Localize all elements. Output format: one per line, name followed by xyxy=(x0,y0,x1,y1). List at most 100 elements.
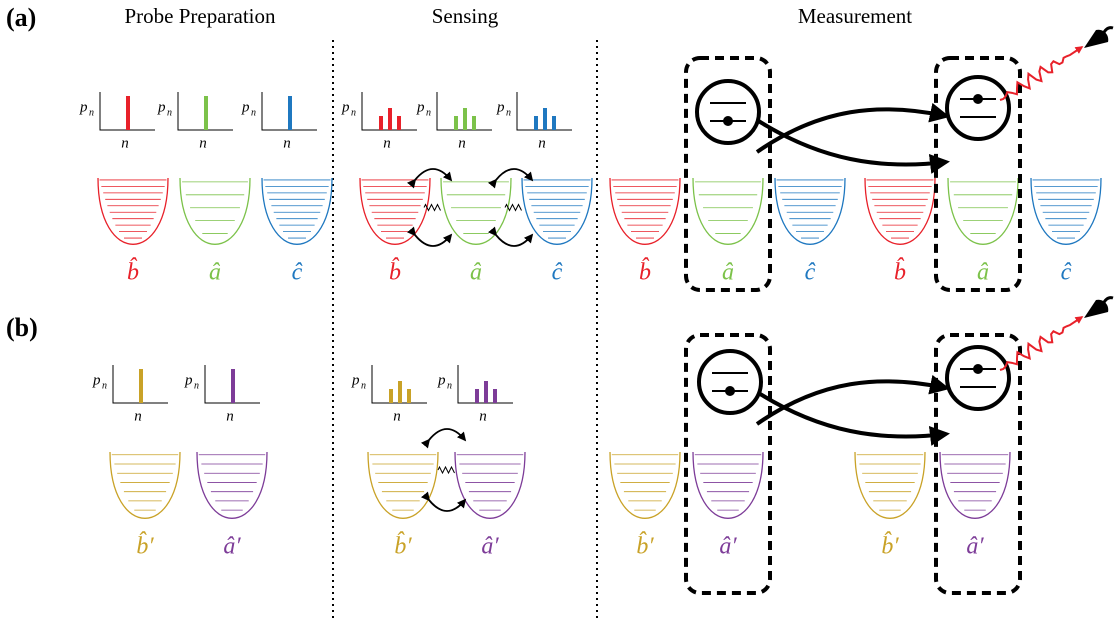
hist-y-sub: n xyxy=(361,380,366,391)
exchange-arrow xyxy=(496,235,532,246)
hist-y-label: p xyxy=(351,372,360,388)
mode-label: â′ xyxy=(481,534,499,560)
mode-label: ĉ xyxy=(292,260,303,286)
hist-y-label: p xyxy=(341,99,350,115)
mode-label: ĉ xyxy=(1061,260,1072,286)
hist-x-label: n xyxy=(479,408,487,424)
hist-x-label: n xyxy=(538,135,546,151)
hist-x-label: n xyxy=(283,135,291,151)
qubit-state xyxy=(725,386,735,396)
hist-y-sub: n xyxy=(251,107,256,118)
mode-label: ĉ xyxy=(805,260,816,286)
hist-bar xyxy=(407,389,411,403)
mode-label: â′ xyxy=(966,534,984,560)
hist-bar xyxy=(388,108,392,130)
header: Sensing xyxy=(432,4,499,28)
qubit xyxy=(947,347,1009,409)
well xyxy=(610,178,680,244)
swap-arrow xyxy=(757,120,946,165)
hist-bar xyxy=(484,381,488,403)
mode-label: b̂′ xyxy=(136,532,154,560)
hist-y-label: p xyxy=(241,99,250,115)
well xyxy=(368,452,438,518)
mode-label: â′ xyxy=(719,534,737,560)
well xyxy=(197,452,267,518)
hist-y-label: p xyxy=(79,99,88,115)
panel-label: (b) xyxy=(6,313,38,342)
qubit xyxy=(699,351,761,413)
hist-bar xyxy=(552,116,556,130)
hist-x-label: n xyxy=(458,135,466,151)
well xyxy=(441,178,511,244)
detector-cord xyxy=(1103,298,1113,304)
well xyxy=(610,452,680,518)
exchange-arrow xyxy=(415,235,451,246)
exchange-arrow xyxy=(429,500,465,511)
hist-bar xyxy=(475,389,479,403)
hist-bar xyxy=(204,96,208,130)
qubit xyxy=(697,81,759,143)
exchange-arrow xyxy=(429,429,465,440)
mode-label: ĉ xyxy=(552,260,563,286)
header: Measurement xyxy=(798,4,912,28)
hist-bar xyxy=(534,116,538,130)
hist-y-label: p xyxy=(92,372,101,388)
hist-bar xyxy=(379,116,383,130)
hist-y-label: p xyxy=(157,99,166,115)
well xyxy=(940,452,1010,518)
well xyxy=(855,452,925,518)
well xyxy=(455,452,525,518)
hist-y-sub: n xyxy=(167,107,172,118)
well xyxy=(110,452,180,518)
panel-label: (a) xyxy=(6,3,36,32)
hist-bar xyxy=(139,369,143,403)
hist-y-sub: n xyxy=(194,380,199,391)
well xyxy=(180,178,250,244)
hist-bar xyxy=(231,369,235,403)
well xyxy=(865,178,935,244)
swap-arrow xyxy=(757,109,946,152)
well xyxy=(98,178,168,244)
hist-bar xyxy=(454,116,458,130)
hist-bar xyxy=(543,108,547,130)
well xyxy=(948,178,1018,244)
mode-label: b̂ xyxy=(894,258,906,286)
hist-bar xyxy=(397,116,401,130)
exchange-arrow xyxy=(415,169,451,180)
qubit-state xyxy=(723,116,733,126)
well xyxy=(522,178,592,244)
page: Probe Preparation Sensing Measurement (a… xyxy=(0,0,1116,629)
hist-y-sub: n xyxy=(447,380,452,391)
hist-x-label: n xyxy=(199,135,207,151)
hist-bar xyxy=(463,108,467,130)
hist-y-label: p xyxy=(184,372,193,388)
hist-x-label: n xyxy=(383,135,391,151)
mode-label: b̂′ xyxy=(881,532,899,560)
photon xyxy=(1000,47,1082,100)
hist-x-label: n xyxy=(226,408,234,424)
qubit-state xyxy=(973,364,983,374)
swap-arrow xyxy=(757,392,946,437)
hist-y-sub: n xyxy=(426,107,431,118)
hist-x-label: n xyxy=(134,408,142,424)
mode-label: â xyxy=(470,260,482,286)
mode-label: â′ xyxy=(223,534,241,560)
mode-label: b̂ xyxy=(389,258,401,286)
diagram: Probe Preparation Sensing Measurement (a… xyxy=(0,0,1116,624)
detector-cord xyxy=(1103,28,1113,34)
hist-x-label: n xyxy=(121,135,129,151)
qubit-state xyxy=(973,94,983,104)
mode-label: â xyxy=(722,260,734,286)
well xyxy=(360,178,430,244)
hist-bar xyxy=(493,389,497,403)
hist-y-label: p xyxy=(496,99,505,115)
well xyxy=(693,178,763,244)
hist-bar xyxy=(398,381,402,403)
exchange-arrow xyxy=(496,169,532,180)
hist-bar xyxy=(126,96,130,130)
hist-y-label: p xyxy=(416,99,425,115)
mode-label: b̂ xyxy=(639,258,651,286)
hist-y-sub: n xyxy=(89,107,94,118)
well xyxy=(775,178,845,244)
mode-label: b̂′ xyxy=(636,532,654,560)
